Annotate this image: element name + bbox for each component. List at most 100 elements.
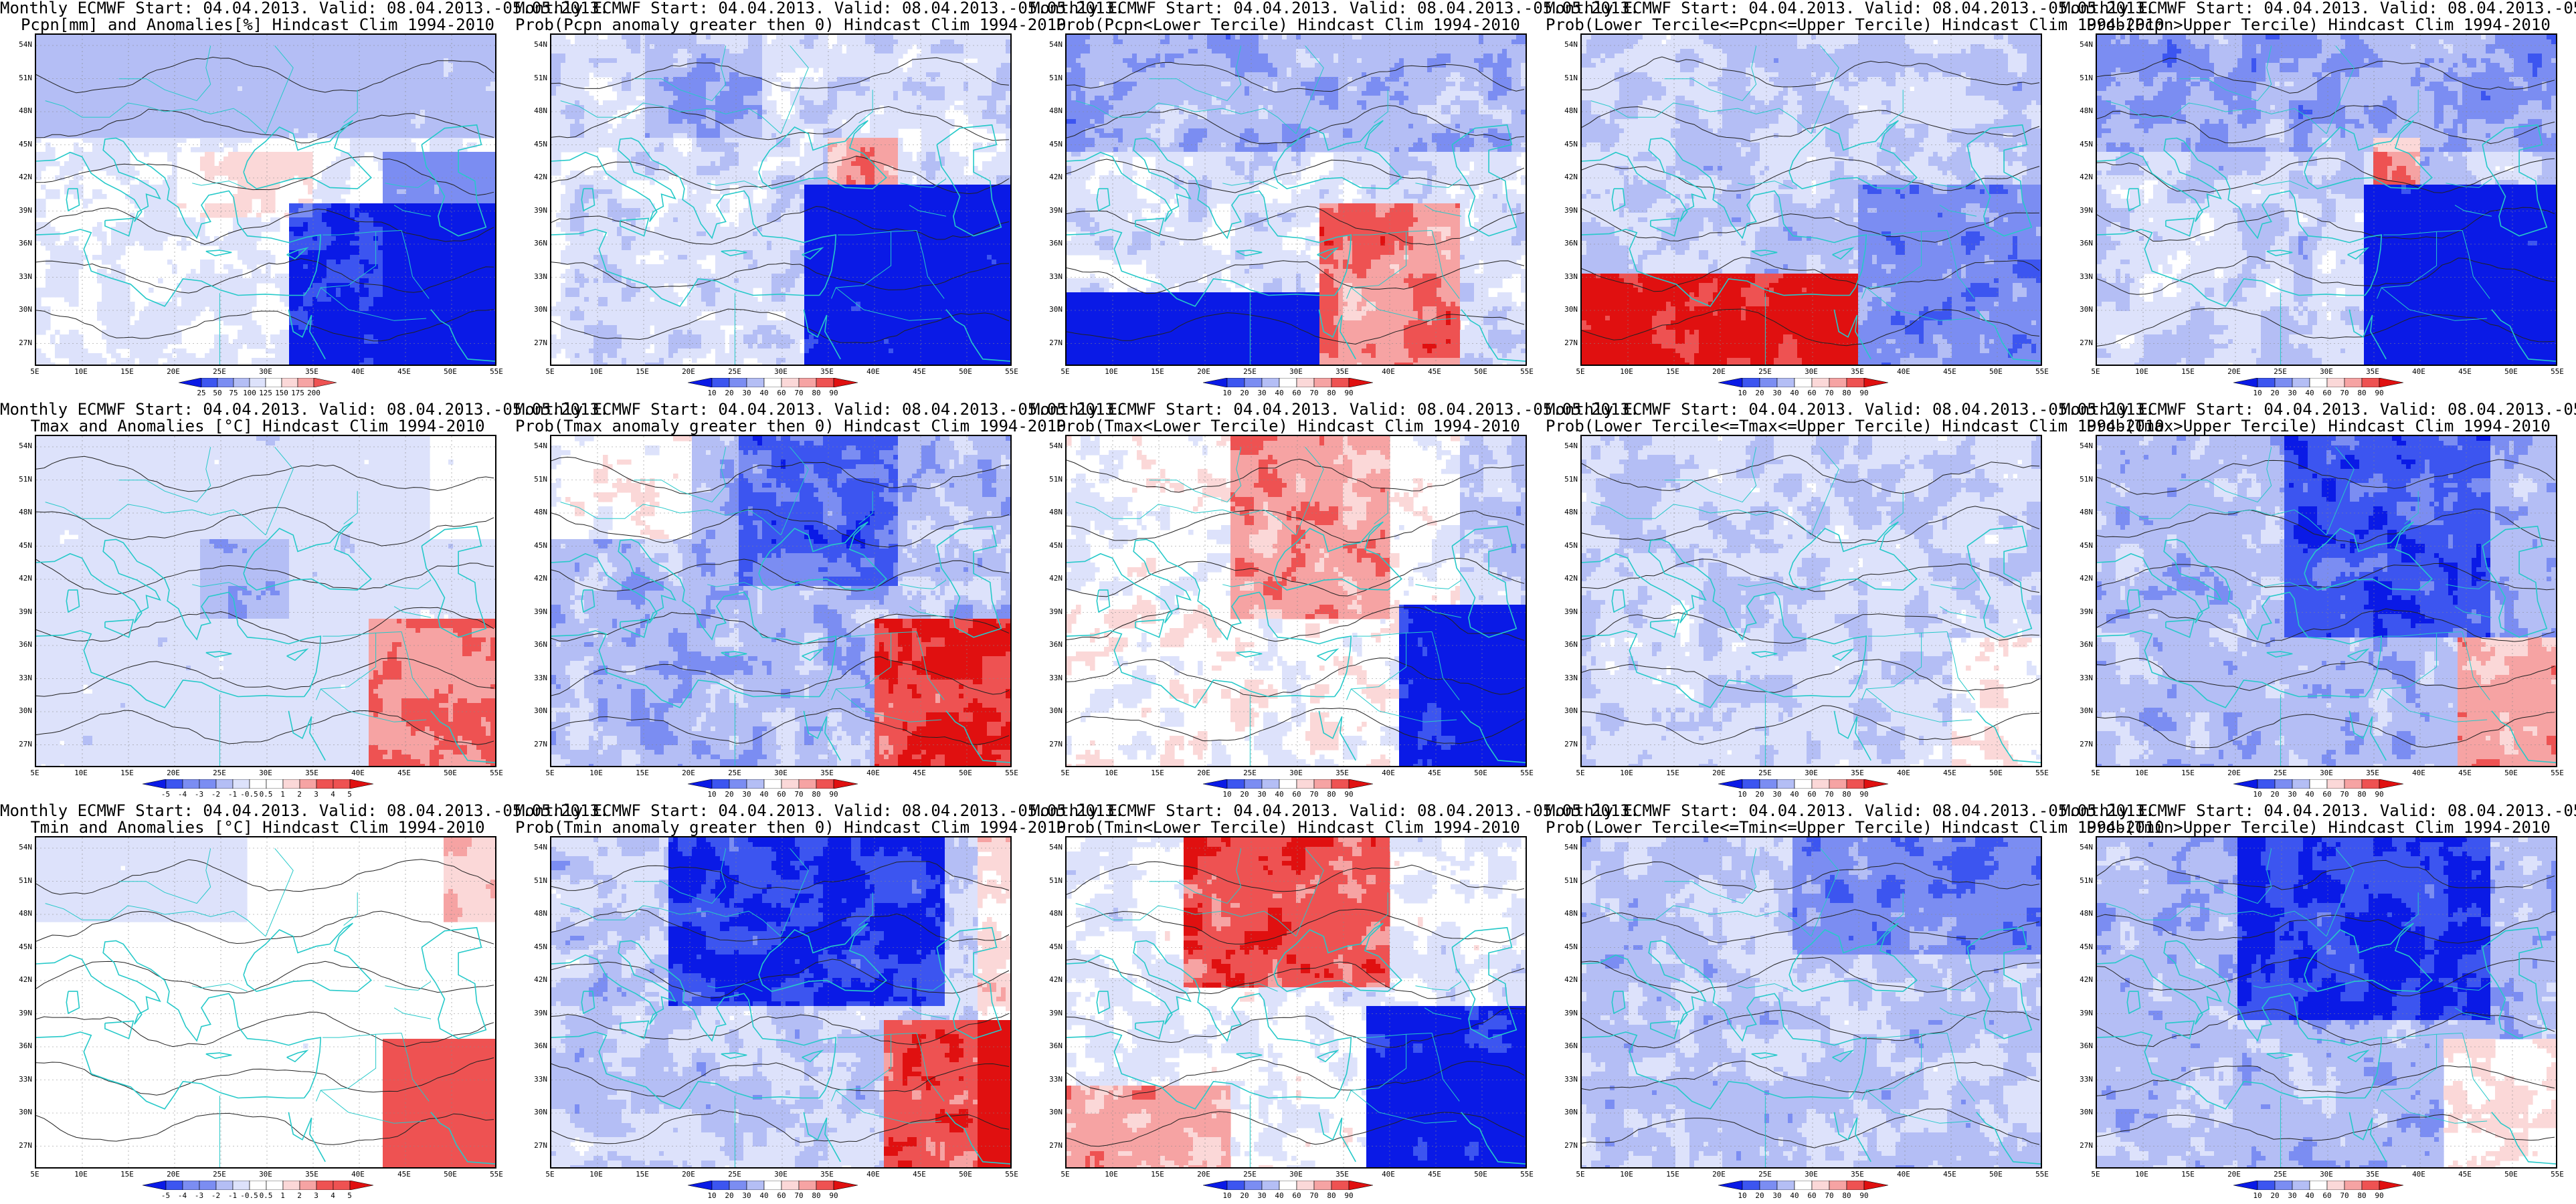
colorbar-swatch [834, 378, 858, 387]
colorbar-swatch [266, 1181, 283, 1190]
colorbar-swatch [1203, 378, 1227, 387]
lon-tick-label: 30E [2313, 1170, 2340, 1179]
colorbar-swatch [1203, 1181, 1227, 1190]
country-border [323, 1033, 401, 1038]
lat-tick-label: 27N [1036, 740, 1063, 748]
colorbar-swatch [1864, 378, 1888, 387]
colorbar-swatch [350, 779, 373, 789]
shaded-field [551, 436, 1010, 766]
lat-tick-label: 39N [1036, 206, 1063, 215]
lat-tick-label: 54N [2066, 40, 2093, 49]
colorbar-swatch [1760, 378, 1777, 387]
shaded-field [2097, 436, 2556, 766]
lon-tick-label: 10E [1098, 769, 1125, 777]
panel-title-line2: Prob(Pcpn<Lower Tercile) Hindcast Clim 1… [1030, 17, 1546, 33]
lat-tick-label: 39N [1036, 1009, 1063, 1017]
lon-tick-label: 25E [1752, 1170, 1778, 1179]
colorbar-swatch [2362, 1181, 2379, 1190]
lon-tick-label: 40E [1375, 1170, 1402, 1179]
lat-tick-label: 36N [2066, 640, 2093, 649]
lon-tick-label: 35E [2359, 367, 2386, 376]
lon-tick-label: 45E [1936, 1170, 1963, 1179]
map-area [550, 435, 1012, 767]
colorbar-swatch [1245, 779, 1262, 789]
colorbar-swatch [1245, 378, 1262, 387]
map-area [2096, 836, 2557, 1169]
colorbar [2233, 779, 2403, 789]
lat-tick-label: 48N [1551, 508, 1578, 516]
lat-tick-label: 30N [1551, 706, 1578, 715]
colorbar-swatch [688, 779, 712, 789]
lon-tick-label: 15E [114, 367, 141, 376]
colorbar-swatch [1718, 779, 1742, 789]
lon-tick-label: 10E [2128, 1170, 2155, 1179]
colorbar-swatch [1314, 1181, 1331, 1190]
lat-tick-label: 27N [521, 740, 547, 748]
colorbar-swatch [1331, 779, 1349, 789]
colorbar-swatch [216, 1181, 233, 1190]
lat-tick-label: 27N [521, 338, 547, 347]
lon-tick-label: 25E [2267, 1170, 2294, 1179]
lat-tick-label: 30N [1551, 1108, 1578, 1116]
coastline [36, 941, 320, 1098]
panel-title-line1: Monthly ECMWF Start: 04.04.2013. Valid: … [2061, 0, 2576, 17]
lon-tick-label: 5E [1567, 769, 1594, 777]
lat-tick-label: 42N [1036, 574, 1063, 583]
lon-tick-label: 55E [2544, 367, 2571, 376]
colorbar-swatch [1297, 779, 1314, 789]
coastline [36, 1032, 304, 1109]
colorbar-label: 90 [820, 790, 847, 799]
colorbar-swatch [747, 378, 764, 387]
lon-tick-label: 50E [2498, 769, 2524, 777]
lon-tick-label: 20E [675, 367, 702, 376]
lon-tick-label: 5E [1052, 1170, 1079, 1179]
lon-tick-label: 40E [1890, 769, 1917, 777]
colorbar-swatch [333, 1181, 350, 1190]
lon-tick-label: 15E [1659, 367, 1686, 376]
lon-tick-label: 55E [998, 1170, 1025, 1179]
shaded-field [36, 837, 495, 1167]
lat-tick-label: 48N [1036, 909, 1063, 918]
lon-tick-label: 45E [2452, 769, 2478, 777]
lat-tick-label: 54N [2066, 441, 2093, 450]
colorbar-swatch [2344, 1181, 2362, 1190]
lon-tick-label: 25E [2267, 367, 2294, 376]
colorbar-swatch [781, 1181, 799, 1190]
lon-tick-label: 15E [629, 367, 656, 376]
colorbar-swatch [816, 378, 834, 387]
lon-tick-label: 45E [391, 367, 418, 376]
map-area [35, 435, 496, 767]
colorbar-swatch [816, 779, 834, 789]
lon-tick-label: 40E [1890, 367, 1917, 376]
map-area [550, 836, 1012, 1169]
lon-tick-label: 10E [68, 1170, 94, 1179]
lat-tick-label: 39N [5, 1009, 32, 1017]
colorbar-swatch [2275, 779, 2292, 789]
colorbar-label: 90 [820, 389, 847, 397]
colorbar-label: 90 [2366, 1191, 2393, 1200]
lat-tick-label: 36N [1551, 640, 1578, 649]
lon-tick-label: 20E [160, 769, 187, 777]
map-area [1065, 435, 1527, 767]
lat-tick-label: 42N [5, 173, 32, 181]
colorbar-label: 5 [337, 1191, 363, 1200]
colorbar-label: 90 [2366, 389, 2393, 397]
lon-tick-label: 55E [1513, 367, 1540, 376]
lat-tick-label: 30N [5, 706, 32, 715]
lat-tick-label: 48N [521, 508, 547, 516]
lon-tick-label: 25E [721, 367, 748, 376]
lon-tick-label: 25E [1236, 367, 1263, 376]
lon-tick-label: 30E [2313, 367, 2340, 376]
colorbar-swatch [1760, 779, 1777, 789]
lat-tick-label: 39N [1551, 607, 1578, 616]
lon-tick-label: 45E [906, 769, 933, 777]
colorbar-swatch [1227, 378, 1245, 387]
lat-tick-label: 42N [1036, 975, 1063, 984]
colorbar-swatch [316, 1181, 333, 1190]
colorbar-swatch [1777, 779, 1795, 789]
colorbar-swatch [2327, 779, 2344, 789]
lon-tick-label: 20E [1190, 769, 1217, 777]
colorbar-swatch [2379, 1181, 2403, 1190]
colorbar-swatch [1297, 378, 1314, 387]
map-panel: Monthly ECMWF Start: 04.04.2013. Valid: … [1546, 0, 2061, 401]
